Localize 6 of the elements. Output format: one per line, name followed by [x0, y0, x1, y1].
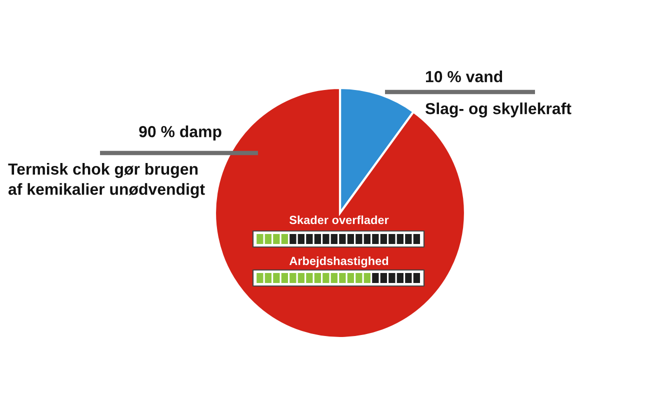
text: Skader overflader: [289, 216, 389, 224]
slice-label: 10 % vand: [426, 70, 502, 82]
slice-label: 90 % damp: [139, 126, 222, 140]
text: Arbejdshastighed: [289, 256, 388, 268]
text: Termisk chok gør brugen af kemikalier unødvendigt: [8, 163, 205, 198]
text: Slag- og skyllekraft: [425, 102, 572, 118]
